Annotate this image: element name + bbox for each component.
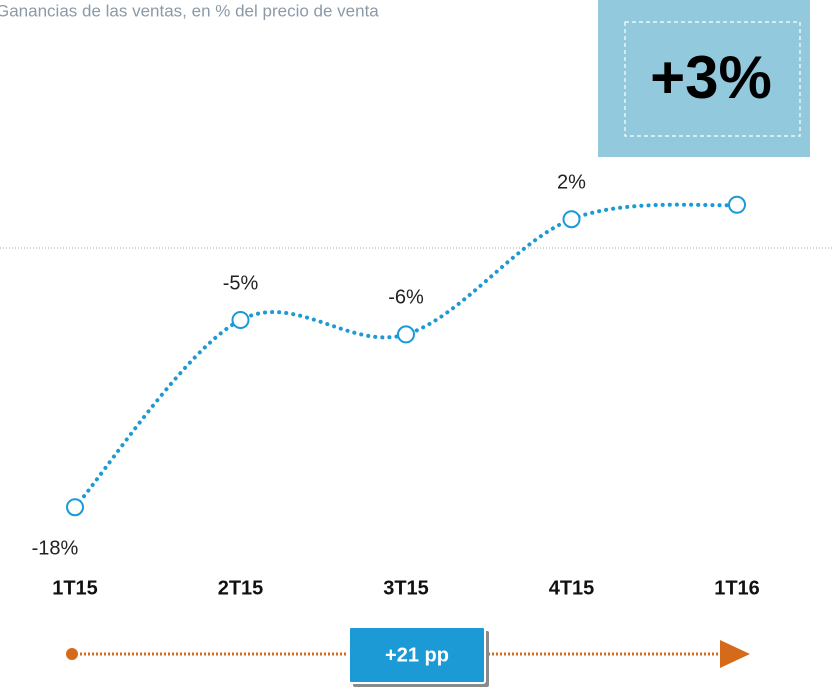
point	[728, 195, 746, 214]
point	[231, 311, 250, 329]
data-label: -5%	[223, 272, 259, 294]
line	[73, 202, 739, 510]
arrow-head	[720, 640, 750, 668]
data-label: -6%	[388, 287, 424, 309]
highlight-box-border	[624, 21, 801, 137]
point	[562, 210, 581, 229]
x-tick-label: 3T15	[383, 577, 429, 599]
point	[397, 325, 415, 344]
annotation: +21 pp	[385, 644, 449, 666]
badge	[348, 626, 486, 684]
x-tick-label: 1T16	[714, 577, 760, 599]
highlight-value: +3%	[650, 44, 772, 111]
highlight-box	[598, 0, 810, 157]
data-label: 2%	[557, 171, 586, 193]
chart-subtitle: Ganancias de las ventas, en % del precio…	[0, 1, 379, 20]
x-tick-label: 2T15	[218, 577, 264, 599]
data-label: -18%	[32, 537, 79, 559]
point	[66, 498, 84, 517]
x-tick-label: 4T15	[549, 577, 595, 599]
x-tick-label: 1T15	[52, 577, 98, 599]
arrow-start	[66, 648, 78, 660]
